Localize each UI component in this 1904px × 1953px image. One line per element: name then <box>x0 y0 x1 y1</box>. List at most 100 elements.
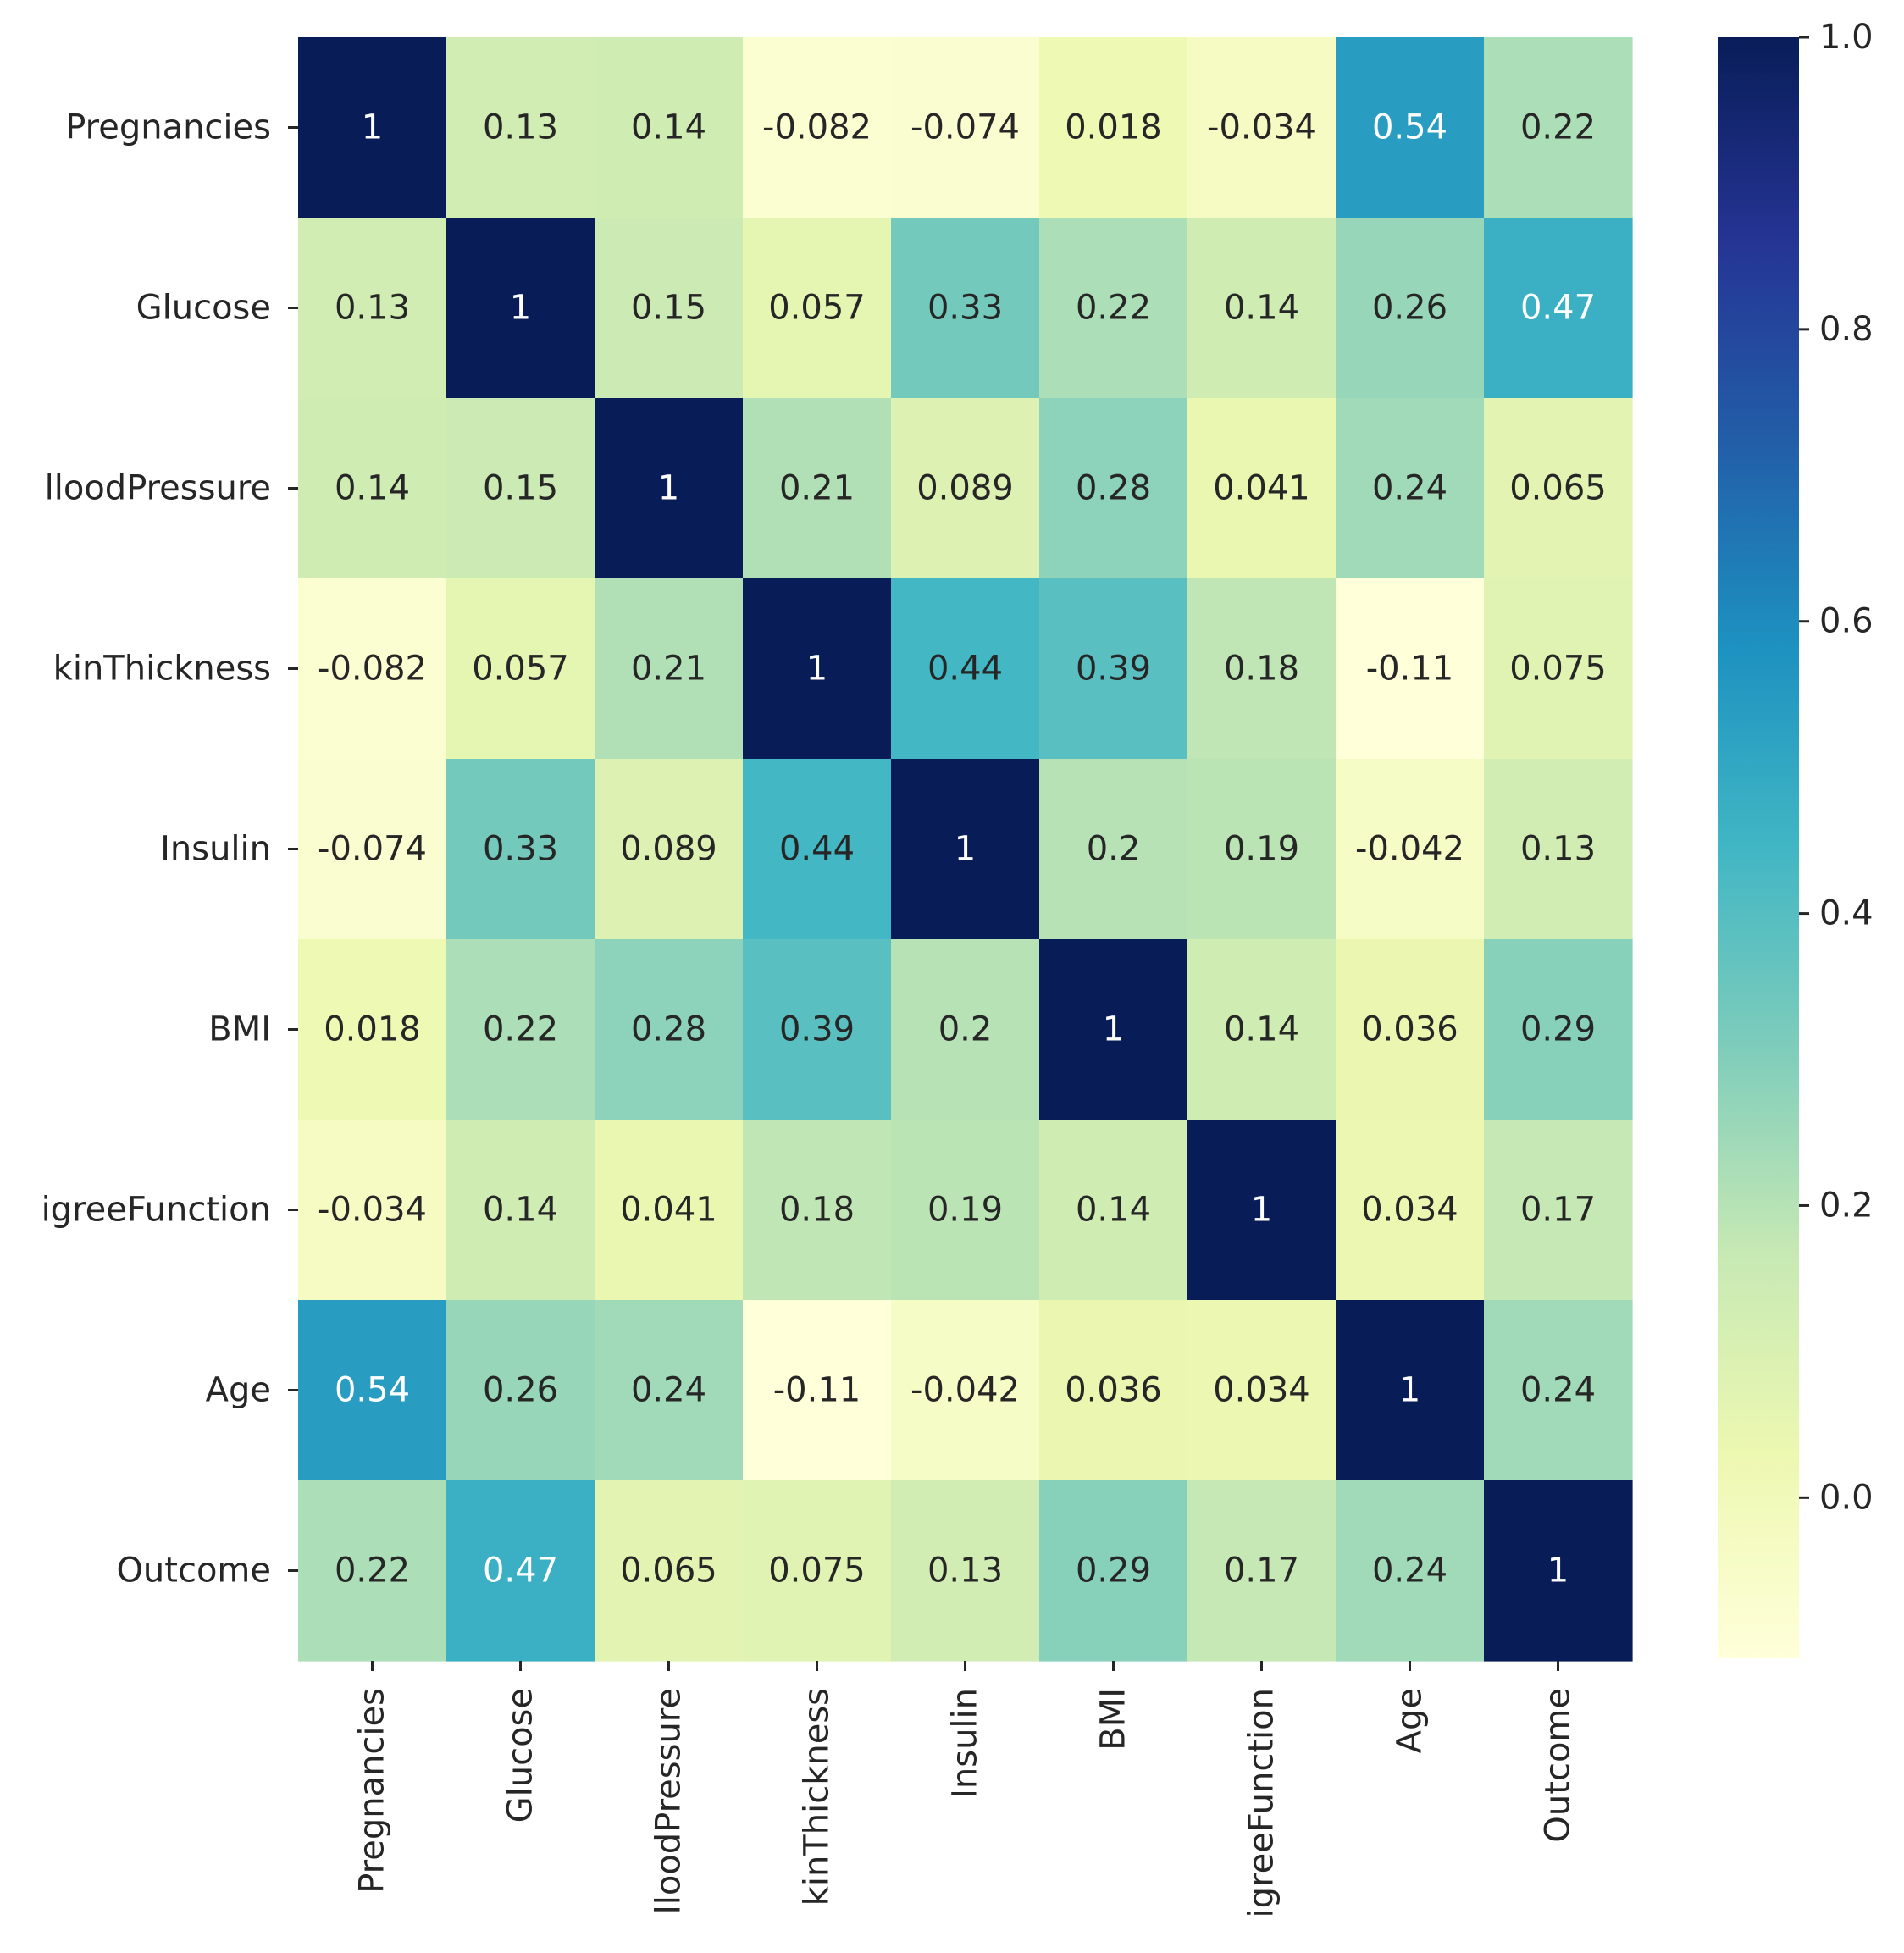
heatmap-cell <box>1336 1480 1485 1662</box>
cell-value-label: 0.22 <box>1520 108 1596 147</box>
heatmap-cell <box>298 578 447 760</box>
heatmap-cell <box>1187 759 1337 940</box>
heatmap-cell <box>891 398 1040 579</box>
cell-value-label: 0.15 <box>631 289 706 328</box>
cell-value-label: 1 <box>1251 1191 1272 1230</box>
heatmap-cell <box>1336 1300 1485 1481</box>
heatmap-cell <box>595 37 744 219</box>
heatmap-cell <box>446 578 595 760</box>
cell-value-label: -0.082 <box>318 650 427 689</box>
cell-value-label: 0.33 <box>927 289 1003 328</box>
heatmap-cell <box>1187 218 1337 399</box>
cell-value-label: 0.54 <box>335 1371 410 1410</box>
heatmap-cell <box>743 37 892 219</box>
cell-value-label: 0.44 <box>779 830 855 869</box>
x-tick-label: Pregnancies <box>353 1688 392 1894</box>
cell-value-label: 0.39 <box>779 1010 855 1049</box>
cell-value-label: 0.47 <box>483 1552 558 1591</box>
cell-value-label: 1 <box>510 289 531 328</box>
heatmap-cell <box>743 218 892 399</box>
heatmap-cell <box>595 759 744 940</box>
cell-value-label: 1 <box>955 830 976 869</box>
cell-value-label: -0.034 <box>1207 108 1316 147</box>
heatmap-cell <box>743 1480 892 1662</box>
cell-value-label: 0.29 <box>1076 1552 1151 1591</box>
cell-value-label: 0.018 <box>324 1010 421 1049</box>
heatmap-cell <box>891 759 1040 940</box>
cell-value-label: 0.24 <box>1372 469 1447 508</box>
heatmap-cell <box>446 1300 595 1481</box>
cell-value-label: -0.042 <box>910 1371 1020 1410</box>
cell-value-label: 0.065 <box>1509 469 1607 508</box>
cell-value-label: 0.22 <box>483 1010 558 1049</box>
y-tick-label: Insulin <box>160 830 271 869</box>
y-tick-label: Pregnancies <box>65 108 271 147</box>
heatmap-cell <box>1484 37 1633 219</box>
cell-value-label: 0.034 <box>1213 1371 1310 1410</box>
cell-value-label: 0.2 <box>1087 830 1141 869</box>
heatmap-cell <box>1187 939 1337 1120</box>
heatmap-cell <box>595 398 744 579</box>
cell-value-label: 0.13 <box>927 1552 1003 1591</box>
heatmap-cell <box>891 1300 1040 1481</box>
cell-value-label: 0.075 <box>768 1552 866 1591</box>
cell-value-label: 1 <box>1399 1371 1420 1410</box>
cell-value-label: 0.17 <box>1224 1552 1299 1591</box>
heatmap-cell <box>595 218 744 399</box>
cell-value-label: 0.54 <box>1372 108 1447 147</box>
cell-value-label: 0.089 <box>916 469 1014 508</box>
cell-value-label: 0.15 <box>483 469 558 508</box>
heatmap-cell <box>446 939 595 1120</box>
cell-value-label: 0.14 <box>1224 1010 1299 1049</box>
heatmap-cell <box>1187 37 1337 219</box>
heatmap-cell <box>298 1300 447 1481</box>
heatmap-cell <box>891 218 1040 399</box>
colorbar-tick-label: 0.4 <box>1819 894 1874 933</box>
heatmap-cell <box>446 398 595 579</box>
cell-value-label: 0.24 <box>1372 1552 1447 1591</box>
heatmap-cell <box>1187 398 1337 579</box>
heatmap-cell <box>298 218 447 399</box>
cell-value-label: 1 <box>806 650 827 689</box>
cell-value-label: 0.13 <box>483 108 558 147</box>
cell-value-label: 0.24 <box>631 1371 706 1410</box>
heatmap-cell <box>595 939 744 1120</box>
heatmap-cell <box>446 218 595 399</box>
heatmap-cell <box>1484 1300 1633 1481</box>
cell-value-label: 0.44 <box>927 650 1003 689</box>
heatmap-cell <box>1039 1300 1188 1481</box>
cell-value-label: 0.14 <box>631 108 706 147</box>
cell-value-label: -0.11 <box>1366 650 1454 689</box>
heatmap-cell <box>1484 759 1633 940</box>
cell-value-label: 0.18 <box>779 1191 855 1230</box>
cell-value-label: 0.21 <box>631 650 706 689</box>
cell-value-label: 0.14 <box>1224 289 1299 328</box>
heatmap-cell <box>743 398 892 579</box>
cell-value-label: 0.089 <box>620 830 717 869</box>
heatmap-cell <box>595 1300 744 1481</box>
cell-value-label: 0.065 <box>620 1552 717 1591</box>
cell-value-label: 0.13 <box>1520 830 1596 869</box>
heatmap-cell <box>1484 1480 1633 1662</box>
cell-value-label: -0.074 <box>318 830 427 869</box>
cell-value-label: 0.39 <box>1076 650 1151 689</box>
heatmap-cell <box>891 1120 1040 1301</box>
heatmap-cell <box>595 1120 744 1301</box>
heatmap-cell <box>891 1480 1040 1662</box>
heatmap-cell <box>595 1480 744 1662</box>
cell-value-label: 0.21 <box>779 469 855 508</box>
cell-value-label: 0.13 <box>335 289 410 328</box>
x-tick-label: Insulin <box>946 1688 985 1799</box>
heatmap-cell <box>891 578 1040 760</box>
cell-value-label: 0.47 <box>1520 289 1596 328</box>
cell-value-label: 0.041 <box>620 1191 717 1230</box>
heatmap-cell <box>1187 1120 1337 1301</box>
heatmap-cell <box>298 759 447 940</box>
cell-value-label: -0.11 <box>773 1371 861 1410</box>
x-tick-label: Age <box>1391 1688 1430 1753</box>
heatmap-cell <box>743 939 892 1120</box>
cell-value-label: 0.17 <box>1520 1191 1596 1230</box>
heatmap-cell <box>891 37 1040 219</box>
heatmap-cell <box>1484 398 1633 579</box>
